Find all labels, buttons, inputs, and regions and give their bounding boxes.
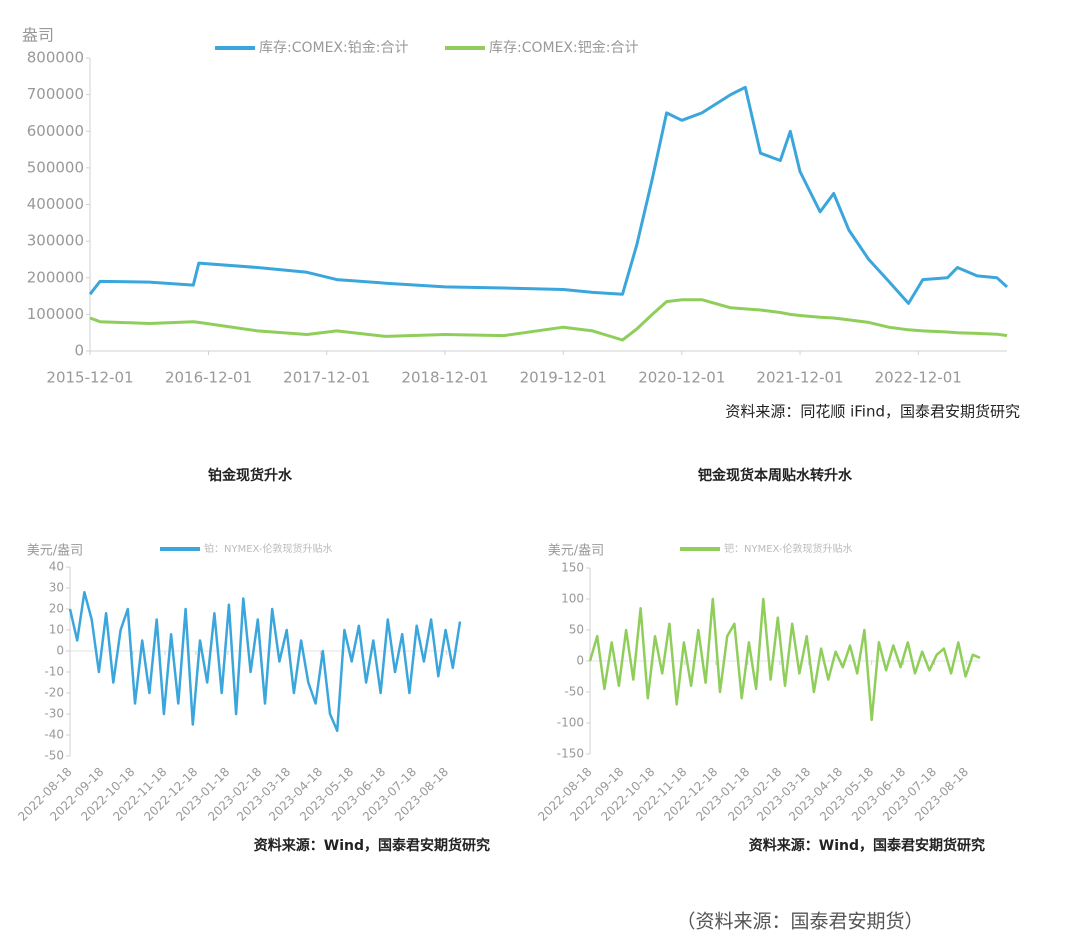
legend-label: 库存:COMEX:铂金:合计 (259, 40, 408, 56)
y-tick-label: -20 (44, 686, 64, 700)
y-tick-label: 400000 (27, 195, 84, 213)
y-tick-label: 0 (56, 644, 64, 658)
y-tick-label: 0 (74, 342, 84, 360)
y-tick-label: 20 (49, 602, 64, 616)
y-tick-label: 600000 (27, 122, 84, 140)
series-line (68, 590, 462, 733)
y-axis-label: 美元/盎司 (548, 544, 604, 559)
y-tick-label: -30 (44, 707, 64, 721)
y-tick-label: -50 (564, 685, 584, 699)
y-tick-label: 700000 (27, 85, 84, 103)
source-note: 资料来源：同花顺 iFind，国泰君安期货研究 (725, 403, 1020, 421)
legend-label: 铂：NYMEX-伦敦现货升贴水 (204, 542, 333, 555)
y-axis-label: 美元/盎司 (27, 544, 83, 559)
x-tick-label: 2021-12-01 (756, 369, 843, 387)
y-tick-label: 100000 (27, 305, 84, 323)
y-tick-label: 100 (561, 592, 584, 606)
y-tick-label: 50 (569, 623, 584, 637)
chart-title: 铂金现货升水 (208, 467, 293, 484)
footer: （资料来源：国泰君安期货） (676, 911, 923, 933)
x-tick-label: 2022-12-01 (875, 369, 962, 387)
y-tick-label: 150 (561, 561, 584, 575)
source-note: 资料来源：Wind，国泰君安期货研究 (749, 837, 985, 854)
series-line (89, 298, 1008, 342)
x-tick-label: 2018-12-01 (401, 369, 488, 387)
y-tick-label: 300000 (27, 232, 84, 250)
y-tick-label: 10 (49, 623, 64, 637)
legend-label: 钯：NYMEX-伦敦现货升贴水 (724, 542, 853, 555)
y-tick-label: 30 (49, 581, 64, 595)
x-tick-label: 2019-12-01 (520, 369, 607, 387)
y-tick-label: -50 (44, 749, 64, 763)
x-tick-label: 2016-12-01 (165, 369, 252, 387)
y-tick-label: 500000 (27, 158, 84, 176)
y-tick-label: 40 (49, 560, 64, 574)
y-tick-label: -40 (44, 728, 64, 742)
x-tick-label: 2020-12-01 (638, 369, 725, 387)
legend-label: 库存:COMEX:钯金:合计 (489, 40, 638, 56)
x-tick-label: 2017-12-01 (283, 369, 370, 387)
x-tick-label: 2015-12-01 (46, 369, 133, 387)
series-line (88, 85, 1009, 305)
y-tick-label: -10 (44, 665, 64, 679)
y-tick-label: 200000 (27, 268, 84, 286)
source-note: 资料来源：Wind，国泰君安期货研究 (254, 837, 490, 854)
y-tick-label: -100 (557, 716, 584, 730)
series-line (588, 597, 981, 722)
y-tick-label: 800000 (27, 49, 84, 67)
y-tick-label: 0 (576, 654, 584, 668)
chart-title: 钯金现货本周贴水转升水 (697, 467, 853, 484)
y-tick-label: -150 (557, 747, 584, 761)
y-axis-label: 盎司 (22, 26, 54, 45)
